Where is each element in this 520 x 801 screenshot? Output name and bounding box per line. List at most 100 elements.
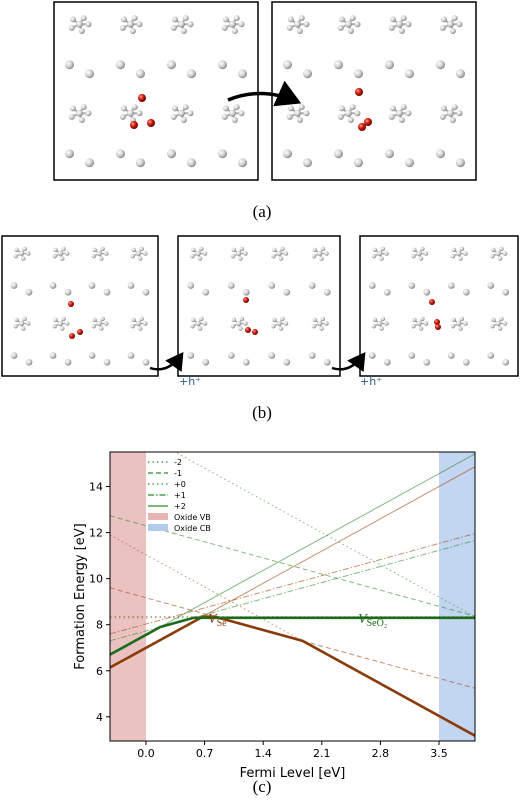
atom — [487, 282, 495, 289]
atom — [238, 21, 245, 28]
atom — [405, 110, 412, 117]
atom — [372, 247, 378, 253]
atom — [423, 321, 429, 326]
atom — [167, 60, 176, 70]
atom — [136, 69, 145, 79]
series-line — [110, 515, 475, 617]
atom — [222, 105, 229, 112]
atom — [231, 317, 237, 323]
atom — [418, 326, 424, 331]
atom — [405, 21, 412, 28]
annotation: VSe — [208, 612, 227, 629]
atom — [416, 320, 422, 327]
atom — [502, 288, 510, 296]
atom — [347, 116, 354, 123]
atom — [238, 326, 243, 331]
atom — [308, 282, 316, 289]
shaded-region — [439, 452, 475, 741]
atom — [136, 110, 143, 117]
oxygen-atom — [243, 297, 249, 303]
atom — [69, 105, 76, 112]
atom — [303, 69, 312, 79]
atom — [64, 288, 72, 296]
arrow — [227, 80, 302, 107]
atom — [497, 256, 503, 261]
atom — [490, 253, 495, 259]
atom — [78, 27, 85, 34]
atom — [14, 247, 19, 253]
atom — [388, 113, 395, 120]
atom — [411, 253, 416, 259]
atom — [383, 288, 391, 296]
atom — [385, 149, 394, 159]
atom — [287, 16, 294, 23]
atom — [142, 358, 150, 366]
atom — [191, 247, 196, 253]
atom — [233, 15, 240, 22]
atom — [238, 110, 245, 117]
atom — [238, 69, 247, 79]
atom — [218, 149, 227, 159]
atom — [345, 109, 352, 117]
x-axis-label: Fermi Level [eV] — [240, 766, 346, 781]
atom — [411, 323, 416, 329]
atom — [423, 358, 431, 366]
atom — [458, 326, 463, 331]
atom — [283, 288, 291, 296]
atom — [230, 323, 236, 329]
atom — [143, 251, 148, 256]
x-tick-label: 3.5 — [430, 747, 448, 760]
atom — [294, 109, 301, 117]
atom — [283, 251, 289, 256]
atom — [436, 60, 445, 70]
atom — [439, 24, 446, 31]
atom — [80, 104, 87, 111]
panel-label: (b) — [252, 403, 272, 422]
atom — [238, 158, 247, 168]
atom — [202, 251, 208, 256]
atom — [127, 282, 135, 289]
atom-structure — [10, 246, 150, 366]
series-line — [174, 452, 475, 618]
atom — [187, 21, 194, 28]
x-tick-label: 2.8 — [372, 747, 390, 760]
atom — [49, 352, 57, 359]
atom — [236, 320, 242, 327]
atom — [231, 116, 238, 123]
atom — [380, 246, 386, 252]
atom — [462, 358, 470, 366]
atom — [60, 256, 65, 261]
atom — [372, 317, 378, 323]
atom — [423, 288, 431, 296]
oxygen-atom — [358, 123, 366, 131]
oxygen-atom — [434, 319, 440, 325]
atom — [323, 358, 331, 366]
atom — [459, 316, 465, 322]
oxygen-atom — [147, 119, 155, 127]
oxygen-atom — [252, 329, 258, 335]
atom — [191, 317, 196, 323]
atom — [272, 247, 277, 253]
atom — [180, 116, 187, 123]
atom — [502, 251, 508, 256]
atom — [143, 321, 148, 326]
atom — [182, 15, 189, 22]
atom — [490, 323, 495, 329]
atom — [202, 288, 210, 296]
atom — [243, 251, 248, 256]
atom — [61, 246, 66, 252]
transition-label: +h⁺ — [360, 375, 382, 388]
atom — [171, 105, 178, 112]
atom — [398, 27, 405, 34]
atom — [440, 16, 447, 23]
arrow — [149, 351, 184, 373]
atom — [182, 104, 189, 111]
atom — [447, 20, 454, 28]
atom — [236, 250, 242, 257]
atom — [104, 251, 109, 256]
atom — [447, 352, 455, 359]
atom — [368, 282, 376, 289]
atom — [349, 15, 356, 22]
transition-label: +h⁺ — [179, 375, 201, 388]
